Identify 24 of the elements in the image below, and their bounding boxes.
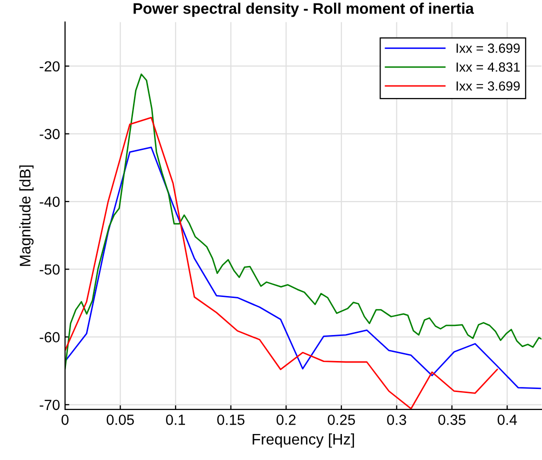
y-tick-label: -40 <box>40 196 60 207</box>
x-tick-label: 0.15 <box>217 414 244 425</box>
x-tick-label: 0 <box>62 414 69 425</box>
y-tick-label: -20 <box>40 61 60 72</box>
y-tick-label: -30 <box>40 128 60 140</box>
x-tick-label: 0.25 <box>328 414 355 425</box>
line-series <box>65 74 542 370</box>
x-tick-label: 0.2 <box>276 414 296 425</box>
legend-label: Ixx = 3.699 <box>456 44 520 53</box>
x-axis-title: Frequency [Hz] <box>252 433 354 448</box>
x-tick-label: 0.4 <box>498 414 517 425</box>
legend-label: Ixx = 4.831 <box>456 62 520 72</box>
y-tick-label: -50 <box>40 264 60 275</box>
y-axis-title: Magnitude [dB] <box>19 165 34 266</box>
legend-label: Ixx = 3.699 <box>456 81 520 91</box>
x-tick-label: 0.35 <box>438 414 466 425</box>
x-tick-label: 0.3 <box>387 414 406 425</box>
x-tick-label: 0.05 <box>106 414 134 425</box>
line-series <box>65 146 542 390</box>
y-tick-label: -70 <box>40 400 60 410</box>
x-tick-label: 0.1 <box>166 414 186 425</box>
chart-title: Power spectral density - Roll moment of inertia <box>134 2 474 17</box>
y-tick-label: -60 <box>40 332 60 342</box>
line-series <box>65 116 498 410</box>
